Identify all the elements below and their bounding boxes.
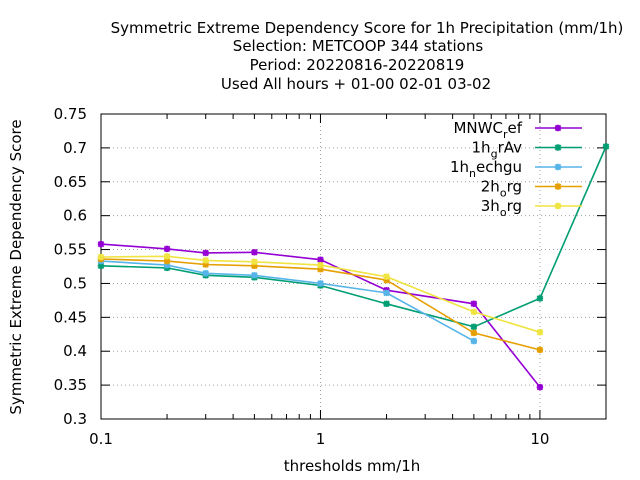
tick-labels: 0.1 1 10 0.3 0.35 0.4 0.45 0.5 0.55 0.6 0.65 0.7 0.7… — [54, 105, 550, 448]
chart-title: Symmetric Extreme Dependency Score for 1… — [111, 19, 624, 93]
x-tick-label: 1 — [316, 430, 326, 448]
legend-swatch-marker — [554, 202, 562, 210]
legend-entry-3: 1hnechgu — [450, 158, 582, 180]
legend-entry-5: 3horg — [481, 197, 582, 219]
data-point — [97, 240, 105, 248]
y-tick-label: 0.65 — [54, 173, 87, 191]
title-line-4: Used All hours + 01-00 02-01 03-02 — [221, 75, 491, 93]
legend-entry-2: 1hgrAv — [472, 139, 582, 161]
data-point — [202, 249, 209, 257]
legend-swatch-marker — [554, 124, 562, 132]
series — [97, 143, 610, 391]
data-point — [470, 308, 478, 316]
data-point — [383, 289, 390, 297]
legend-label: 2horg — [481, 178, 522, 200]
data-point — [251, 248, 258, 256]
data-point — [317, 256, 324, 263]
axis-ticks — [100, 113, 607, 420]
legend-label: 1hnechgu — [450, 158, 522, 180]
legend-entry-4: 2horg — [481, 178, 582, 200]
data-point — [536, 328, 544, 336]
y-tick-label: 0.55 — [54, 241, 87, 259]
y-tick-label: 0.45 — [54, 308, 87, 326]
data-point — [470, 323, 478, 331]
data-point — [602, 143, 610, 150]
y-tick-label: 0.5 — [63, 274, 87, 292]
data-point — [163, 245, 171, 253]
data-point — [536, 383, 544, 391]
legend-label: 3horg — [481, 197, 522, 219]
x-axis-label: thresholds mm/1h — [284, 457, 421, 475]
series-1 — [97, 240, 544, 391]
series-line — [100, 255, 541, 333]
y-axis-label: Symmetric Extreme Dependency Score — [7, 119, 25, 414]
data-point — [536, 346, 544, 354]
legend-swatch-marker — [554, 144, 562, 151]
data-point — [470, 300, 478, 308]
series-5 — [97, 253, 544, 336]
y-tick-label: 0.3 — [63, 410, 87, 428]
data-point — [97, 253, 105, 261]
data-point — [317, 261, 324, 269]
y-tick-label: 0.6 — [63, 207, 87, 225]
legend-label: 1hgrAv — [472, 139, 523, 161]
title-line-3: Period: 20220816-20220819 — [250, 56, 465, 74]
series-line — [100, 258, 541, 351]
data-point — [202, 257, 209, 264]
title-line-1: Symmetric Extreme Dependency Score for 1… — [111, 19, 624, 37]
legend-swatch-marker — [554, 183, 562, 190]
y-tick-label: 0.7 — [63, 139, 87, 157]
legend-entry-1: MNWCref — [453, 119, 582, 141]
data-point — [163, 253, 171, 260]
series-line — [100, 243, 541, 388]
legend-label: MNWCref — [453, 119, 522, 141]
data-point — [202, 270, 209, 277]
series-2 — [97, 143, 610, 331]
y-tick-label: 0.75 — [54, 105, 87, 123]
x-tick-label: 0.1 — [89, 430, 113, 448]
data-point — [251, 258, 258, 266]
legend-swatch-marker — [554, 163, 562, 171]
data-point — [536, 295, 544, 302]
y-tick-label: 0.4 — [63, 342, 87, 360]
title-line-2: Selection: METCOOP 344 stations — [233, 37, 484, 55]
data-point — [383, 273, 390, 280]
y-tick-label: 0.35 — [54, 376, 87, 394]
data-point — [317, 280, 324, 287]
data-point — [470, 329, 478, 337]
data-point — [251, 272, 258, 279]
data-point — [470, 337, 478, 345]
series-4 — [97, 255, 544, 354]
series-line — [100, 260, 475, 342]
series-line — [100, 146, 607, 328]
grid — [101, 114, 606, 419]
x-tick-label: 10 — [530, 430, 549, 448]
data-point — [383, 300, 390, 308]
